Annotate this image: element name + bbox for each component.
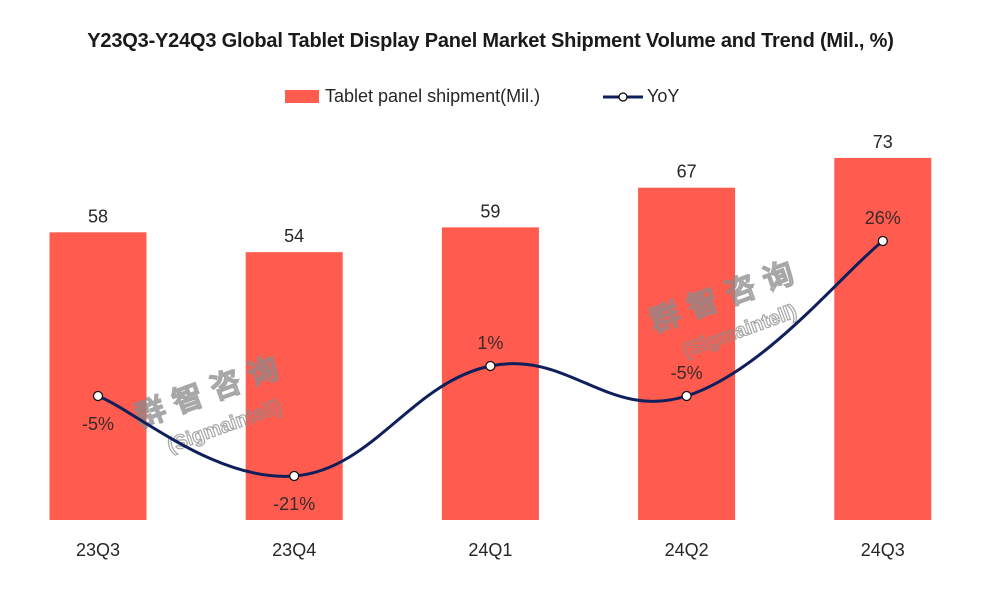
yoy-value-label: 1% bbox=[477, 333, 503, 353]
bar-23Q3 bbox=[49, 232, 147, 520]
x-tick-label: 23Q4 bbox=[272, 540, 316, 560]
bar-24Q3 bbox=[834, 157, 932, 521]
x-tick-label: 24Q1 bbox=[468, 540, 512, 560]
legend-swatch-bar bbox=[285, 90, 319, 103]
legend-label-yoy: YoY bbox=[647, 86, 680, 106]
x-tick-label: 24Q2 bbox=[665, 540, 709, 560]
yoy-value-label: -5% bbox=[82, 414, 114, 434]
yoy-marker bbox=[877, 235, 888, 247]
x-tick-label: 24Q3 bbox=[861, 540, 905, 560]
yoy-marker bbox=[92, 390, 104, 402]
legend-label-shipment: Tablet panel shipment(Mil.) bbox=[325, 86, 541, 106]
yoy-value-label: 26% bbox=[865, 208, 901, 228]
legend-line-marker-icon bbox=[603, 91, 643, 102]
bar-value-label: 67 bbox=[677, 162, 697, 182]
bar-value-label: 58 bbox=[88, 206, 108, 226]
bar-value-label: 54 bbox=[284, 226, 304, 246]
chart-title: Y23Q3-Y24Q3 Global Tablet Display Panel … bbox=[87, 30, 894, 52]
x-tick-label: 23Q3 bbox=[76, 540, 120, 560]
bar-24Q1 bbox=[441, 227, 539, 521]
yoy-marker bbox=[289, 470, 300, 482]
yoy-marker bbox=[485, 360, 496, 372]
legend: Tablet panel shipment(Mil.) YoY bbox=[0, 86, 981, 112]
bar-value-label: 59 bbox=[480, 201, 500, 221]
bar-value-label: 73 bbox=[873, 132, 893, 152]
yoy-value-label: -5% bbox=[671, 363, 703, 383]
legend-item-shipment: Tablet panel shipment(Mil.) bbox=[285, 86, 540, 107]
bar-24Q2 bbox=[638, 187, 736, 520]
legend-item-yoy: YoY bbox=[603, 86, 679, 107]
yoy-value-label: -21% bbox=[273, 494, 315, 514]
yoy-marker bbox=[681, 390, 692, 402]
